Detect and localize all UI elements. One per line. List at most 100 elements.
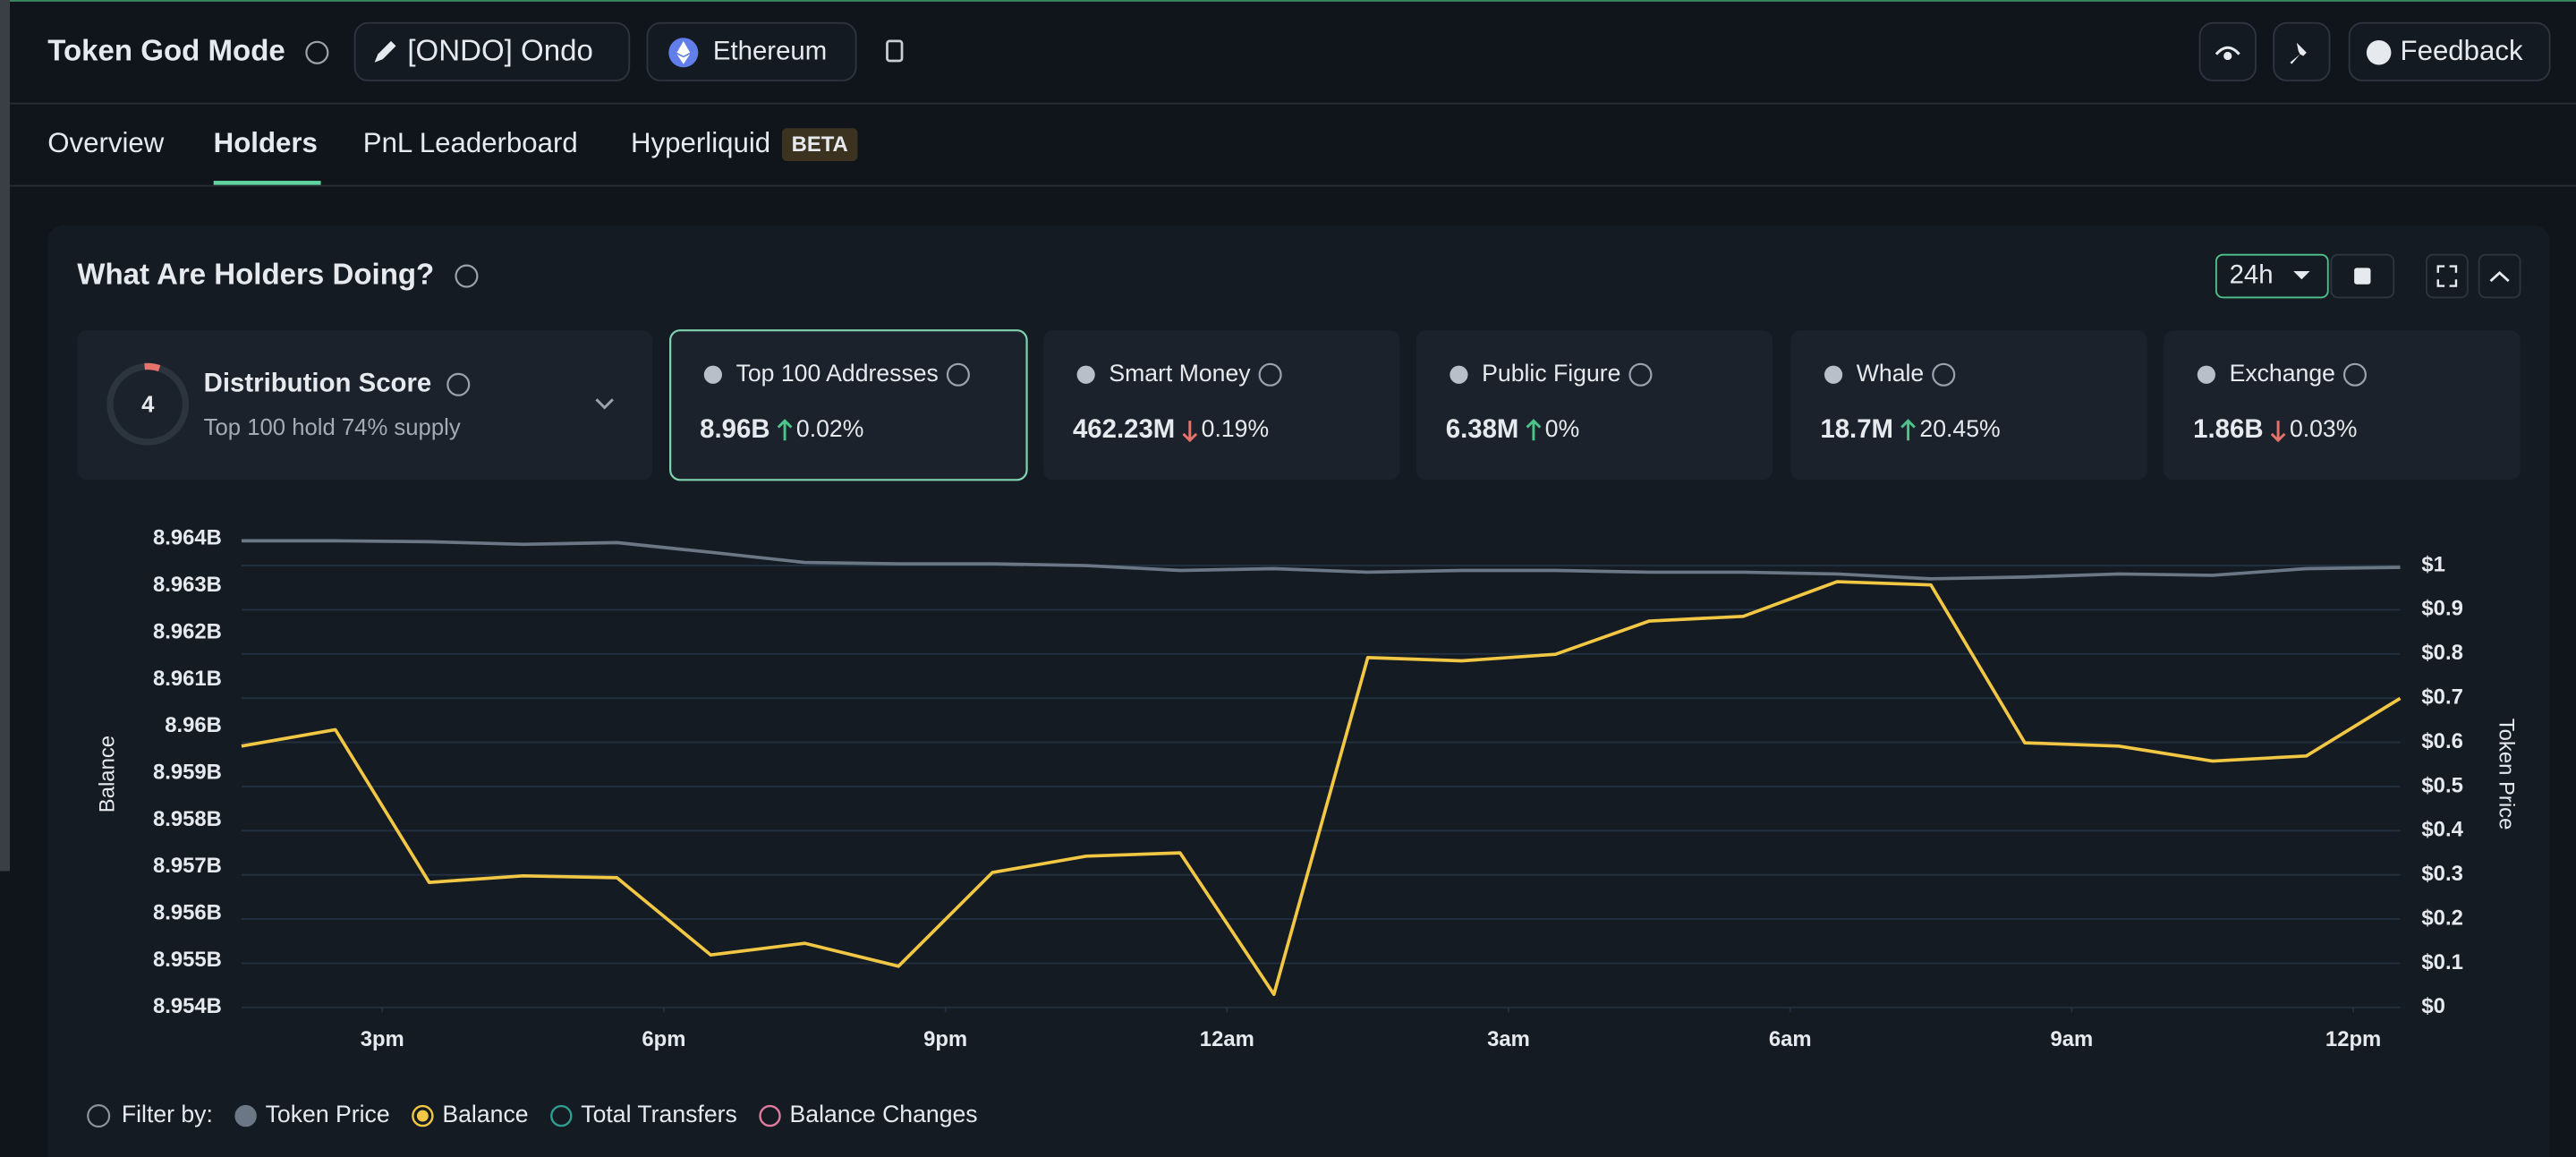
x-tick-label: 6am bbox=[1769, 1027, 1812, 1051]
change-arrow bbox=[777, 419, 793, 441]
token-name[interactable]: [ONDO] Ondo bbox=[407, 35, 593, 68]
segment-label: Public Figure bbox=[1482, 360, 1620, 387]
token-button[interactable] bbox=[353, 21, 631, 81]
info-icon[interactable] bbox=[946, 362, 970, 387]
y2-tick-label: $0.8 bbox=[2421, 641, 2462, 665]
change-arrow bbox=[2270, 421, 2286, 443]
segment-card[interactable] bbox=[1416, 330, 1773, 481]
beta-badge bbox=[781, 128, 858, 161]
expand-chevron[interactable] bbox=[595, 398, 614, 410]
series-line bbox=[241, 539, 2401, 581]
y-tick-label: 8.959B bbox=[153, 760, 222, 784]
y2-tick-label: $0.5 bbox=[2421, 773, 2462, 797]
feedback-button[interactable] bbox=[2348, 21, 2551, 81]
timeframe-dropdown[interactable] bbox=[2215, 253, 2329, 299]
segment-label: Smart Money bbox=[1109, 360, 1251, 387]
header: Token God Mode [ONDO] Ondo Ethereum Feed… bbox=[10, 21, 2576, 105]
segment-value: 1.86B bbox=[2193, 414, 2263, 444]
segment-card[interactable] bbox=[2164, 330, 2521, 481]
legend-swatch[interactable] bbox=[412, 1104, 434, 1127]
legend-swatch[interactable] bbox=[759, 1104, 781, 1127]
info-icon[interactable] bbox=[1628, 362, 1653, 387]
segment-card[interactable] bbox=[1042, 330, 1400, 481]
legend-entry[interactable]: Balance bbox=[442, 1101, 528, 1127]
score-value: 4 bbox=[141, 392, 155, 417]
info-icon[interactable] bbox=[446, 372, 471, 396]
x-tick-label: 3pm bbox=[361, 1027, 404, 1051]
y-tick-label: 8.964B bbox=[153, 526, 222, 550]
cards: Top 100 Addresses 8.96B 0.02% Smart Money 46… bbox=[669, 329, 2521, 481]
chain-name[interactable]: Ethereum bbox=[713, 37, 827, 66]
y-tick-label: 8.961B bbox=[153, 667, 222, 691]
info-icon[interactable] bbox=[1932, 362, 1956, 387]
feedback-label[interactable]: Feedback bbox=[2401, 35, 2523, 66]
legend-swatch[interactable] bbox=[234, 1104, 257, 1127]
segment-label: Top 100 Addresses bbox=[736, 360, 939, 387]
eye-pupil bbox=[2223, 51, 2232, 61]
beta-label: BETA bbox=[792, 132, 848, 157]
y2-tick-label: $0.6 bbox=[2421, 729, 2462, 753]
tab[interactable]: Overview bbox=[47, 127, 164, 158]
y-tick-label: 8.96B bbox=[165, 713, 222, 737]
segment-card[interactable] bbox=[1790, 330, 2147, 481]
legend-swatch-dot bbox=[416, 1110, 429, 1122]
app-title: Token God Mode bbox=[47, 35, 285, 68]
x-tick-label: 3am bbox=[1487, 1027, 1530, 1051]
change-arrow bbox=[1182, 421, 1198, 443]
copy-button[interactable] bbox=[886, 39, 904, 63]
info-icon[interactable] bbox=[2342, 362, 2367, 387]
score-arc bbox=[144, 362, 161, 372]
y2-tick-label: $0.9 bbox=[2421, 597, 2462, 621]
x-tick-label: 9pm bbox=[923, 1027, 967, 1051]
y2-tick-label: $0.4 bbox=[2421, 818, 2463, 842]
score-subtitle: Top 100 hold 74% supply bbox=[204, 415, 461, 440]
segment-change: 0.02% bbox=[796, 415, 863, 442]
tab[interactable]: PnL Leaderboard bbox=[363, 127, 578, 158]
edit-icon bbox=[374, 40, 396, 63]
watch-button[interactable] bbox=[2198, 21, 2257, 81]
segment-card[interactable] bbox=[669, 329, 1028, 481]
y2-tick-label: $0.7 bbox=[2421, 685, 2462, 710]
x-tick-label: 6pm bbox=[642, 1027, 685, 1051]
y-axis-title: Balance bbox=[95, 736, 119, 812]
fullscreen-button[interactable] bbox=[2425, 253, 2469, 299]
segment-value: 18.7M bbox=[1820, 414, 1893, 444]
segment-icon bbox=[2197, 365, 2215, 384]
segment-change: 0.03% bbox=[2290, 415, 2357, 442]
tab[interactable]: Hyperliquid bbox=[631, 127, 770, 158]
segment-value: 8.96B bbox=[700, 414, 769, 444]
collapse-icon bbox=[2489, 271, 2510, 283]
legend-entry[interactable]: Token Price bbox=[266, 1101, 390, 1127]
distribution-card[interactable] bbox=[77, 330, 652, 481]
chain-button[interactable] bbox=[646, 21, 857, 81]
y-tick-label: 8.962B bbox=[153, 619, 222, 643]
y-tick-label: 8.957B bbox=[153, 854, 222, 878]
tab-underline bbox=[213, 181, 321, 185]
legend-entry[interactable]: Total Transfers bbox=[581, 1101, 736, 1127]
change-arrow bbox=[1526, 419, 1542, 441]
pin-icon bbox=[2290, 42, 2307, 64]
y-tick-label: 8.956B bbox=[153, 900, 222, 924]
x-tick-label: 9am bbox=[2051, 1027, 2094, 1051]
x-tick-label: 12am bbox=[1200, 1027, 1254, 1051]
score-title: Distribution Score bbox=[204, 369, 432, 398]
collapse-button[interactable] bbox=[2478, 253, 2521, 299]
info-icon[interactable] bbox=[455, 264, 479, 288]
series-line bbox=[241, 580, 2402, 997]
legend-entry[interactable]: Balance Changes bbox=[790, 1101, 978, 1127]
segment-label: Exchange bbox=[2230, 360, 2335, 387]
info-icon[interactable] bbox=[87, 1104, 111, 1128]
timeframe-value[interactable]: 24h bbox=[2230, 259, 2274, 289]
segment-icon bbox=[1076, 365, 1095, 384]
y2-tick-label: $0.2 bbox=[2421, 906, 2462, 930]
segment-value: 6.38M bbox=[1446, 414, 1519, 444]
x-tick-label: 12pm bbox=[2325, 1027, 2381, 1051]
info-icon[interactable] bbox=[305, 40, 329, 64]
y-tick-label: 8.963B bbox=[153, 573, 222, 597]
tab[interactable]: Holders bbox=[214, 127, 318, 158]
info-icon[interactable] bbox=[1258, 362, 1282, 387]
segment-label: Whale bbox=[1857, 360, 1924, 387]
change-arrow bbox=[1900, 419, 1916, 441]
legend-swatch[interactable] bbox=[550, 1104, 573, 1127]
